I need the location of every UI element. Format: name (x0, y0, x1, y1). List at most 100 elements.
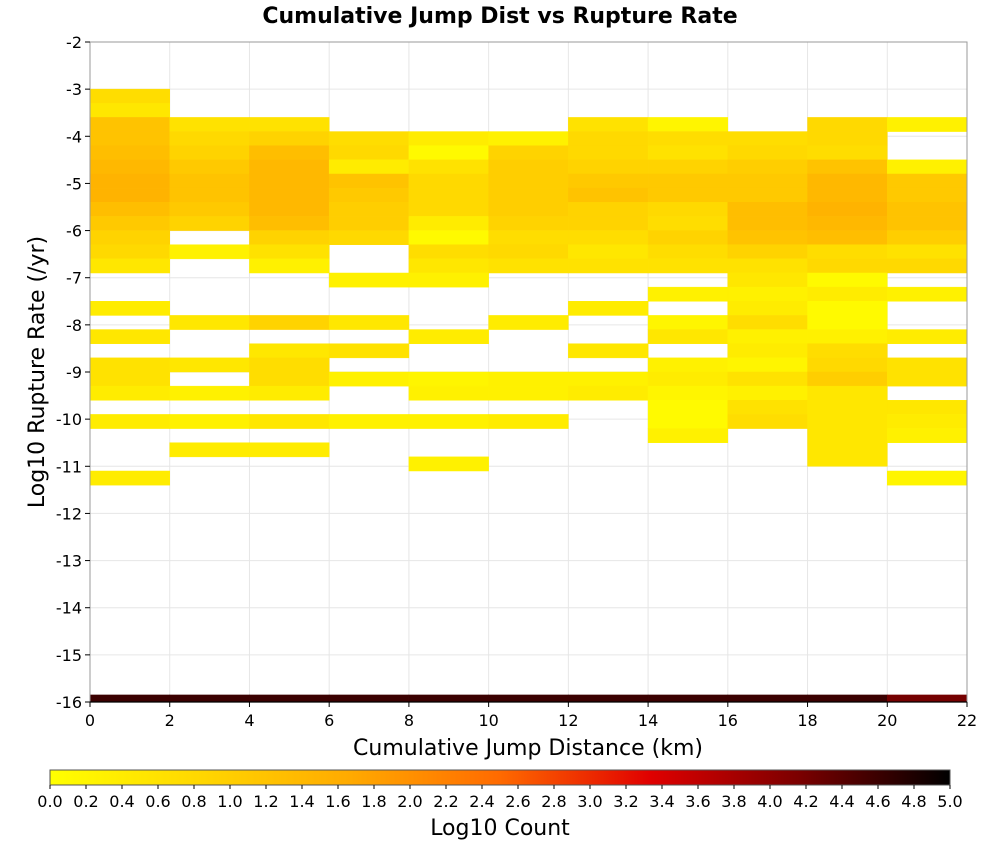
heatmap-cell (169, 159, 250, 175)
heatmap-cell (807, 131, 888, 146)
heatmap-cell (727, 244, 808, 260)
heatmap-cell (647, 117, 729, 132)
heatmap-cell (807, 230, 888, 245)
y-tick-label: -9 (66, 363, 82, 382)
heatmap-cell (887, 159, 968, 175)
heatmap-cell (249, 694, 330, 703)
colorbar-tick-label: 4.2 (793, 792, 818, 811)
heatmap-cell (169, 145, 250, 161)
heatmap-cell (169, 173, 250, 189)
heatmap-cell (249, 173, 330, 189)
x-tick-label: 18 (797, 711, 817, 730)
heatmap-cell (249, 258, 330, 274)
heatmap-cell (647, 216, 729, 231)
heatmap-cell (488, 187, 569, 203)
heatmap-cell (249, 131, 330, 146)
heatmap-cell (249, 315, 330, 330)
x-tick-labels: 0 2 4 6 8 10 12 14 16 18 20 22 (85, 702, 977, 730)
y-tick-label: -10 (56, 410, 82, 429)
heatmap-cell (169, 315, 250, 330)
colorbar-tick-label: 3.6 (685, 792, 710, 811)
colorbar-tick-label: 1.0 (217, 792, 242, 811)
heatmap-cell (408, 244, 489, 260)
x-tick-label: 0 (85, 711, 95, 730)
heatmap-cell (647, 428, 729, 443)
heatmap-cell (169, 385, 250, 401)
colorbar-tick-label: 1.4 (289, 792, 314, 811)
heatmap-cell (89, 117, 170, 132)
heatmap-cell (647, 173, 729, 189)
x-tick-label: 6 (324, 711, 334, 730)
heatmap-cell (727, 400, 808, 415)
heatmap-cell (727, 145, 808, 161)
heatmap-cell (328, 272, 410, 288)
heatmap-cell (568, 131, 649, 146)
y-tick-label: -15 (56, 646, 82, 665)
heatmap-cell (328, 202, 410, 217)
heatmap-cell (89, 173, 170, 189)
heatmap-cell (568, 301, 649, 316)
heatmap-cell (89, 414, 170, 429)
y-tick-label: -2 (66, 33, 82, 52)
heatmap-cell (89, 258, 170, 274)
heatmap-cell (488, 131, 569, 146)
heatmap-cell (727, 173, 808, 189)
heatmap-cell (249, 202, 330, 217)
heatmap-cell (727, 202, 808, 217)
heatmap-cell (249, 187, 330, 203)
heatmap-cell (727, 371, 808, 387)
heatmap-cell (169, 357, 250, 373)
heatmap-cell (249, 230, 330, 245)
heatmap-cell (887, 414, 968, 429)
heatmap-cells (89, 88, 968, 703)
colorbar-tick-label: 1.2 (253, 792, 278, 811)
heatmap-cell (807, 301, 888, 330)
heatmap-cell (488, 145, 569, 161)
heatmap-cell (807, 694, 888, 703)
heatmap-cell (568, 230, 649, 245)
heatmap-cell (647, 258, 729, 274)
heatmap-cell (488, 244, 569, 260)
colorbar-tick-label: 2.8 (541, 792, 566, 811)
heatmap-cell (647, 694, 729, 703)
heatmap-cell (887, 173, 968, 189)
heatmap-cell (887, 187, 968, 203)
heatmap-cell (408, 202, 489, 217)
heatmap-cell (328, 343, 410, 359)
heatmap-cell (488, 414, 569, 429)
heatmap-cell (568, 117, 649, 132)
colorbar-tick-label: 3.0 (577, 792, 602, 811)
colorbar-label: Log10 Count (430, 816, 570, 841)
x-axis-label: Cumulative Jump Distance (km) (353, 736, 703, 761)
heatmap-cell (727, 694, 808, 703)
heatmap-cell (488, 371, 569, 387)
heatmap-cell (807, 357, 888, 373)
heatmap-cell (249, 216, 330, 231)
heatmap-cell (328, 230, 410, 245)
heatmap-cell (807, 244, 888, 260)
heatmap-cell (249, 442, 330, 458)
colorbar-tick-label: 0.6 (145, 792, 170, 811)
heatmap-cell (89, 103, 170, 118)
heatmap-cell (807, 258, 888, 274)
heatmap-cell (647, 357, 729, 373)
y-tick-label: -6 (66, 222, 82, 241)
heatmap-cell (647, 329, 729, 344)
heatmap-cell (488, 202, 569, 217)
heatmap-cell (169, 117, 250, 132)
heatmap-cell (328, 414, 410, 429)
heatmap-cell (249, 117, 330, 132)
heatmap-cell (887, 117, 968, 132)
y-tick-label: -5 (66, 174, 82, 193)
colorbar-tick-label: 1.8 (361, 792, 386, 811)
colorbar-tick-label: 0.0 (37, 792, 62, 811)
heatmap-cell (408, 385, 489, 401)
heatmap-cell (328, 187, 410, 203)
heatmap-cell (727, 315, 808, 330)
heatmap-cell (807, 286, 888, 302)
heatmap-cell (328, 145, 410, 161)
heatmap-cell (887, 329, 968, 344)
heatmap-cell (568, 244, 649, 260)
heatmap-cell (408, 131, 489, 146)
heatmap-cell (887, 357, 968, 373)
